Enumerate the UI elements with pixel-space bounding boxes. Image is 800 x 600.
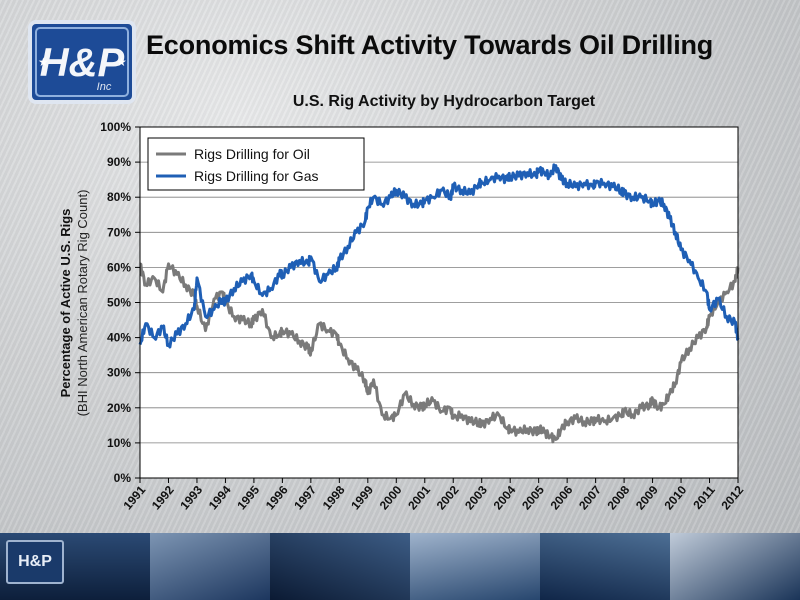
x-tick-label: 2004	[491, 483, 519, 513]
x-tick-label: 2001	[405, 483, 433, 513]
y-tick-label: 20%	[107, 401, 131, 415]
x-tick-label: 1995	[234, 483, 262, 513]
y-tick-label: 90%	[107, 155, 131, 169]
svg-text:★: ★	[116, 55, 127, 69]
x-tick-label: 1997	[291, 483, 319, 513]
y-tick-label: 30%	[107, 366, 131, 380]
footer-photo-4	[410, 533, 541, 600]
y-tick-label: 100%	[100, 120, 131, 134]
y-tick-label: 50%	[107, 296, 131, 310]
x-tick-label: 1993	[177, 483, 205, 513]
legend-box	[147, 137, 365, 191]
x-tick-label: 2007	[576, 483, 604, 513]
x-tick-label: 1994	[206, 483, 234, 513]
x-tick-label: 2010	[661, 483, 689, 513]
footer-photo-6	[670, 533, 800, 600]
footer-photo-strip	[0, 533, 800, 600]
y-tick-label: 80%	[107, 190, 131, 204]
y-tick-label: 60%	[107, 260, 131, 274]
logo-text: H&P	[40, 41, 125, 85]
x-tick-label: 2003	[462, 483, 490, 513]
x-tick-label: 1998	[320, 483, 348, 513]
x-tick-label: 2012	[718, 483, 746, 513]
x-tick-label: 2011	[690, 483, 718, 512]
x-tick-label: 2009	[633, 483, 661, 513]
x-tick-label: 2006	[548, 483, 576, 513]
footer-photo-2	[150, 533, 271, 600]
series-line-oil	[139, 262, 740, 444]
chart-legend: Rigs Drilling for Oil Rigs Drilling for …	[147, 137, 365, 191]
y-tick-label: 10%	[107, 436, 131, 450]
x-tick-label: 1996	[263, 483, 291, 513]
footer-logo: H&P	[6, 540, 64, 584]
x-tick-label: 2005	[519, 483, 547, 513]
x-tick-label: 1999	[348, 483, 376, 513]
footer-photo-3	[270, 533, 411, 600]
logo-sub-text: Inc	[97, 81, 112, 93]
y-tick-label: 70%	[107, 225, 131, 239]
legend-gas-label: Rigs Drilling for Gas	[194, 168, 318, 184]
series-line-gas	[138, 163, 740, 349]
x-tick-label: 2002	[434, 483, 462, 513]
y-axis-title: Percentage of Active U.S. Rigs	[58, 209, 73, 398]
y-tick-label: 40%	[107, 331, 131, 345]
svg-text:★: ★	[38, 55, 49, 69]
legend-oil-label: Rigs Drilling for Oil	[194, 146, 310, 162]
slide-title: Economics Shift Activity Towards Oil Dri…	[146, 30, 714, 60]
y-axis-subtitle: (BHI North American Rotary Rig Count)	[75, 190, 90, 417]
chart-title: U.S. Rig Activity by Hydrocarbon Target	[292, 93, 596, 110]
y-tick-label: 0%	[114, 471, 132, 485]
x-tick-label: 2000	[377, 483, 405, 513]
footer-photo-5	[540, 533, 671, 600]
hp-logo: H&P Inc ★ ★	[28, 20, 136, 104]
x-tick-label: 2008	[605, 483, 633, 513]
x-tick-label: 1991	[120, 483, 148, 513]
x-tick-label: 1992	[149, 483, 177, 513]
